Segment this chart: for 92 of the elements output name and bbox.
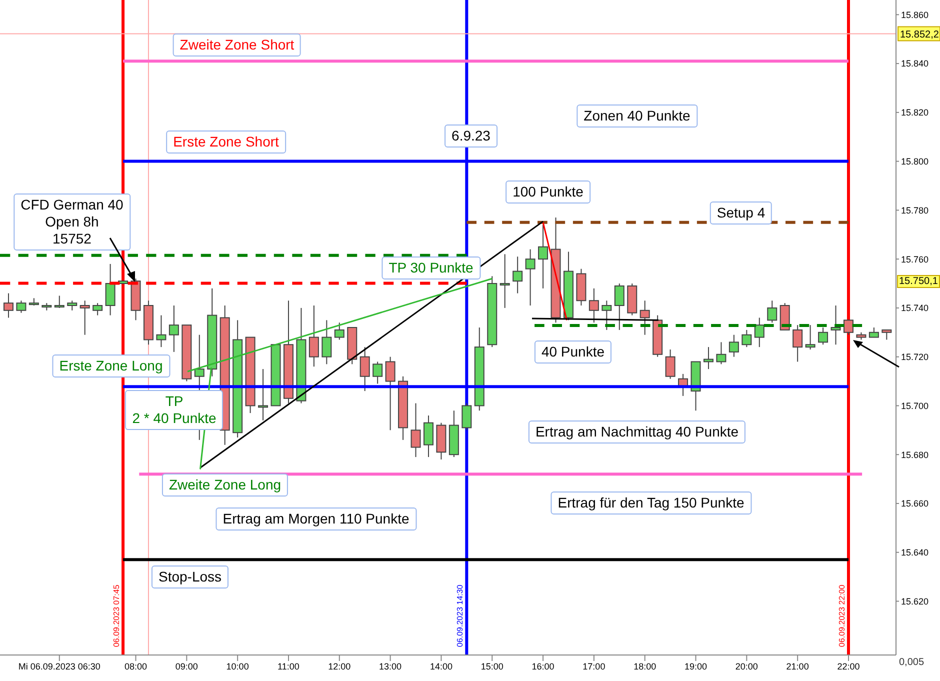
x-tick-label: 12:00 [328, 661, 351, 672]
candlestick [512, 256, 523, 294]
candlestick [805, 324, 816, 350]
y-tick-label: 15.720 [901, 352, 929, 362]
candlestick [462, 402, 472, 431]
x-tick-label: 14:00 [430, 661, 452, 672]
annotation: CFD German 40 Open 8h 15752 [14, 194, 130, 250]
x-tick-label: 20:00 [735, 661, 758, 672]
candlestick [602, 300, 612, 330]
candlestick [716, 342, 726, 365]
y-tick-label: 15.700 [901, 400, 929, 411]
annotation: 40 Punkte [534, 340, 612, 364]
candlestick [322, 320, 332, 365]
candlestick [3, 292, 14, 318]
candlestick [67, 300, 78, 311]
x-tick-label: 08:00 [124, 661, 148, 672]
candlestick [754, 317, 764, 348]
ref-line-label: 06.09.2023 14:30 [456, 584, 465, 647]
y-tick-label: 15.640 [901, 548, 929, 558]
x-tick-label: 22:00 [837, 661, 860, 672]
candlestick [665, 348, 676, 380]
x-tick-label: 18:00 [634, 661, 656, 672]
candlestick [385, 356, 396, 431]
annotation: 15.750,1 [897, 275, 940, 288]
candlestick [16, 300, 26, 314]
candlestick [105, 263, 116, 316]
annotation: Ertrag am Morgen 110 Punkte [216, 508, 416, 530]
y-tick-label: 15.800 [901, 156, 929, 166]
candlestick [767, 300, 778, 324]
annotation: 6.9.23 [444, 124, 498, 148]
candlestick [423, 414, 434, 458]
candlestick [372, 361, 383, 384]
x-tick-label: 21:00 [786, 661, 809, 672]
candlestick [818, 327, 828, 346]
annotation: Ertrag für den Tag 150 Punkte [550, 492, 752, 514]
candlestick [525, 248, 536, 306]
candlestick [882, 329, 892, 340]
annotation: TP 2 * 40 Punkte [125, 390, 224, 430]
candlestick [843, 320, 854, 336]
annotation: TP 30 Punkte [382, 256, 480, 280]
candlestick [500, 254, 510, 308]
y-tick-label: 15.780 [901, 205, 929, 216]
x-tick-label: 16:00 [532, 661, 554, 672]
annotation: Zonen 40 Punkte [576, 104, 698, 128]
candlestick [588, 288, 599, 324]
y-tick-label: 15.660 [901, 498, 929, 509]
x-tick-label: 11:00 [278, 661, 300, 672]
y-tick-label: 15.740 [901, 303, 929, 314]
annotation: 100 Punkte [506, 180, 590, 204]
candlestick [360, 346, 370, 392]
x-tick-label: 10:00 [226, 661, 249, 672]
y-tick-label: 15.860 [901, 10, 929, 20]
candlestick [703, 346, 714, 370]
y-tick-label: 15.620 [901, 596, 929, 606]
ref-line-label: 15.852,2 [900, 30, 940, 41]
candlestick [168, 305, 179, 352]
candlestick [728, 334, 739, 358]
candlestick [156, 314, 166, 348]
annotation: Erste Zone Long [52, 354, 170, 378]
candlestick [80, 300, 90, 336]
candlestick [308, 305, 319, 368]
candlestick [410, 402, 421, 458]
x-tick-label: 19:00 [684, 661, 708, 672]
x-tick-label: 15:00 [480, 661, 504, 672]
candlestick [92, 302, 103, 316]
y-tick-label: 15.840 [901, 58, 929, 69]
candlestick [614, 283, 624, 330]
candlestick [334, 322, 344, 340]
candlestick [258, 368, 268, 421]
annotation: Zweite Zone Short [172, 34, 302, 56]
x-tick-label: 09:00 [175, 661, 198, 672]
annotation: Setup 4 [710, 202, 772, 224]
candlestick [830, 305, 841, 346]
candlestick [54, 295, 64, 308]
ref-line-label: 06.09.2023 07:45 [112, 584, 122, 647]
y-tick-label: 15.680 [901, 450, 929, 460]
text: 0,005 [899, 657, 924, 668]
candlestick [792, 324, 803, 362]
x-tick-label: Mi 06.09.2023 06:30 [18, 661, 100, 672]
x-tick-label: 13:00 [379, 661, 402, 672]
annotation: Zweite Zone Long [162, 474, 288, 496]
y-tick-label: 15.760 [901, 254, 929, 264]
annotation: Ertrag am Nachmittag 40 Punkte [528, 420, 746, 444]
x-tick-label: 17:00 [582, 661, 606, 672]
annotation: Erste Zone Short [166, 130, 286, 154]
y-tick-label: 15.820 [901, 108, 929, 118]
candlestick [868, 327, 879, 338]
ref-line-label: 06.09.2023 22:00 [837, 584, 846, 647]
candlestick [538, 224, 548, 289]
candlestick [640, 300, 650, 336]
annotation: Stop-Loss [151, 566, 229, 588]
candlestick [742, 329, 752, 348]
